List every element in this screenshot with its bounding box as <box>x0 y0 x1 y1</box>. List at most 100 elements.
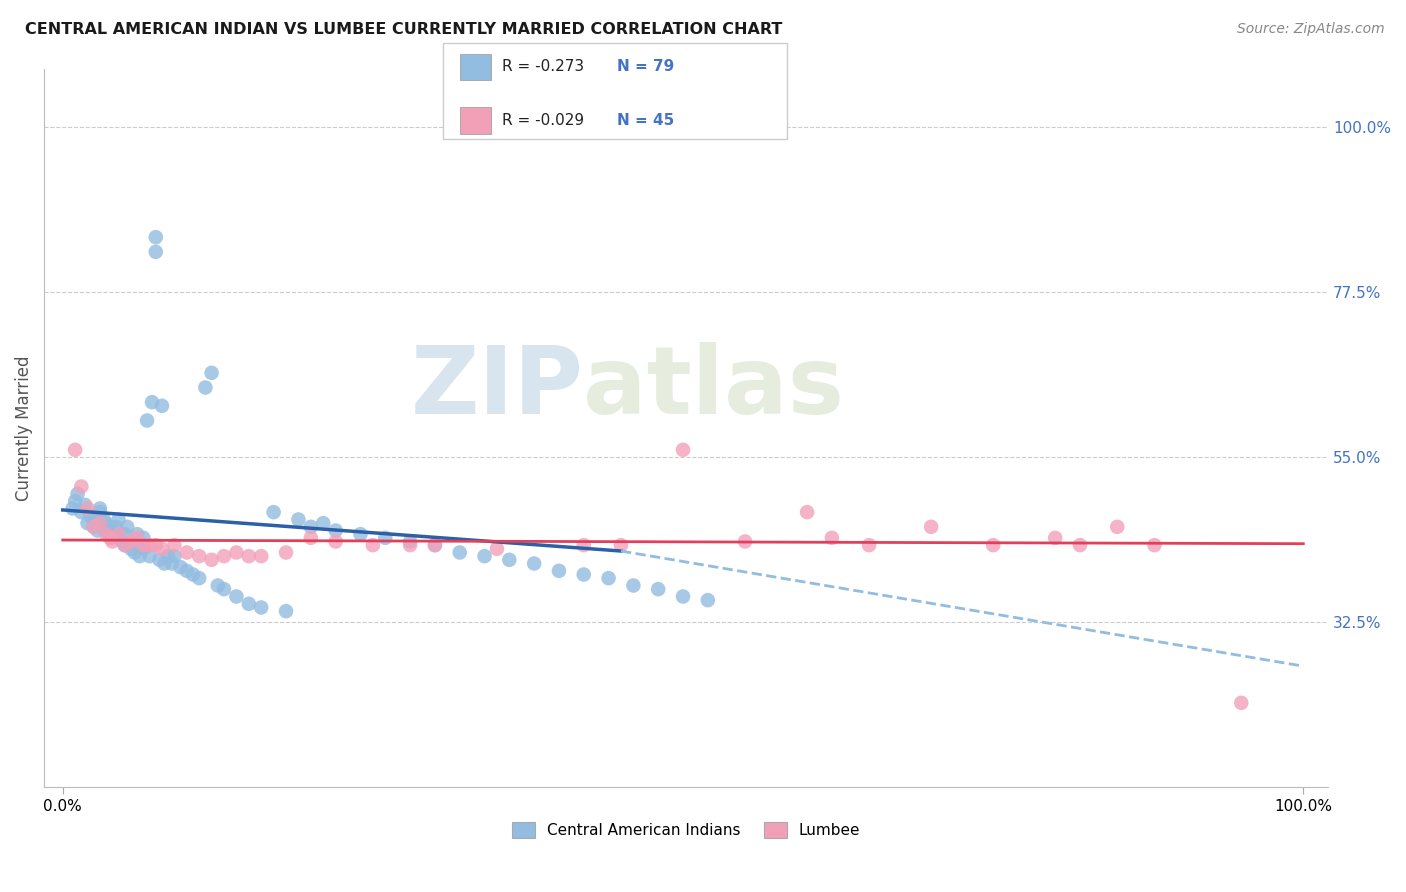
Point <box>132 541 155 556</box>
Point <box>138 549 160 563</box>
Text: Source: ZipAtlas.com: Source: ZipAtlas.com <box>1237 22 1385 37</box>
Point <box>94 527 117 541</box>
Point <box>101 531 124 545</box>
Point <box>181 567 204 582</box>
Point <box>101 534 124 549</box>
Point <box>523 557 546 571</box>
Point <box>225 545 247 559</box>
Point <box>188 549 211 563</box>
Point <box>107 531 129 545</box>
Point <box>263 505 285 519</box>
Point <box>188 571 211 585</box>
Point <box>238 549 260 563</box>
Point <box>89 516 111 531</box>
Point <box>120 534 142 549</box>
Point <box>169 560 191 574</box>
Point <box>474 549 496 563</box>
Point <box>1143 538 1166 552</box>
Point <box>145 230 167 244</box>
Point <box>498 553 520 567</box>
Point <box>361 538 384 552</box>
Point <box>250 549 273 563</box>
Point <box>274 545 297 559</box>
Point <box>672 442 695 457</box>
Point <box>250 600 273 615</box>
Point <box>114 538 136 552</box>
Point <box>148 553 170 567</box>
Point <box>107 512 129 526</box>
Point <box>696 593 718 607</box>
Point <box>94 524 117 538</box>
Point <box>63 442 86 457</box>
Point <box>920 520 942 534</box>
Point <box>399 534 422 549</box>
Point <box>200 553 222 567</box>
Point <box>647 582 669 596</box>
Point <box>111 534 134 549</box>
Point <box>66 487 89 501</box>
Point <box>153 557 176 571</box>
Point <box>62 501 84 516</box>
Point <box>572 567 595 582</box>
Point <box>598 571 620 585</box>
Point <box>63 494 86 508</box>
Point <box>287 512 309 526</box>
Point <box>132 531 155 545</box>
Point <box>101 524 124 538</box>
Point <box>89 501 111 516</box>
Point <box>299 520 322 534</box>
Point <box>374 531 396 545</box>
Point <box>127 538 149 552</box>
Point <box>128 549 150 563</box>
Point <box>176 564 198 578</box>
Point <box>94 516 117 531</box>
Point <box>858 538 880 552</box>
Point <box>115 520 138 534</box>
Point <box>821 531 844 545</box>
Point <box>572 538 595 552</box>
Point <box>120 541 142 556</box>
Point <box>163 538 186 552</box>
Point <box>141 395 163 409</box>
Point <box>672 590 695 604</box>
Point <box>449 545 471 559</box>
Point <box>299 531 322 545</box>
Point <box>127 527 149 541</box>
Point <box>89 505 111 519</box>
Point <box>207 578 229 592</box>
Point <box>107 527 129 541</box>
Point <box>98 531 121 545</box>
Point <box>176 545 198 559</box>
Point <box>91 520 114 534</box>
Point <box>105 520 128 534</box>
Point <box>76 501 98 516</box>
Point <box>548 564 571 578</box>
Point <box>238 597 260 611</box>
Legend: Central American Indians, Lumbee: Central American Indians, Lumbee <box>506 816 866 844</box>
Point <box>981 538 1004 552</box>
Point <box>83 520 105 534</box>
Point <box>423 538 446 552</box>
Point <box>70 479 93 493</box>
Point <box>150 399 173 413</box>
Text: ZIP: ZIP <box>411 343 583 434</box>
Point <box>98 527 121 541</box>
Point <box>274 604 297 618</box>
Text: N = 45: N = 45 <box>617 113 675 128</box>
Point <box>485 541 508 556</box>
Point <box>734 534 756 549</box>
Point <box>150 541 173 556</box>
Point <box>79 508 101 523</box>
Point <box>1230 696 1253 710</box>
Point <box>124 545 146 559</box>
Point <box>200 366 222 380</box>
Point <box>621 578 644 592</box>
Text: R = -0.273: R = -0.273 <box>502 60 583 74</box>
Text: N = 79: N = 79 <box>617 60 675 74</box>
Point <box>163 549 186 563</box>
Point <box>160 557 183 571</box>
Point <box>325 534 347 549</box>
Point <box>145 244 167 259</box>
Point <box>136 413 159 427</box>
Point <box>1069 538 1091 552</box>
